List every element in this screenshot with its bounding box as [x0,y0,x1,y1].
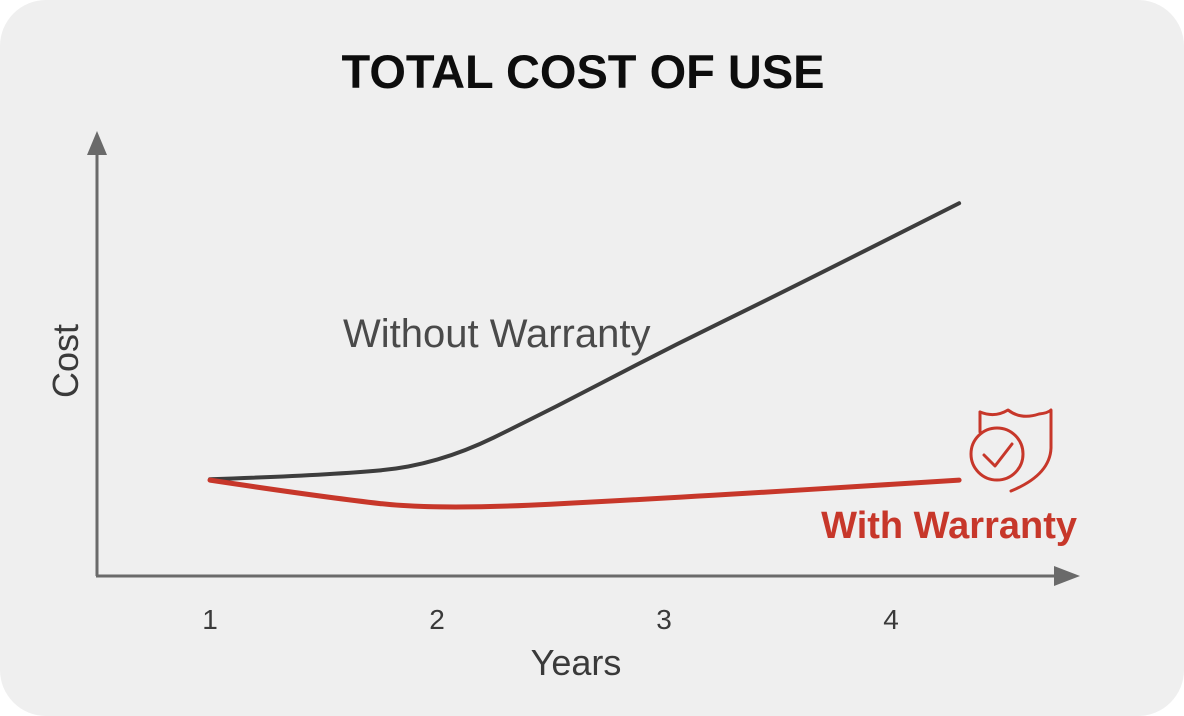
x-tick-label: 4 [883,604,899,635]
y-axis-label: Cost [45,324,86,398]
x-tick-label: 3 [656,604,672,635]
series-label-without-warranty: Without Warranty [343,312,650,356]
x-tick-label: 2 [429,604,445,635]
chart-title: TOTAL COST OF USE [341,45,824,98]
series-line-with-warranty [207,477,962,510]
shield-check-icon [969,408,1053,493]
x-axis-label: Years [531,642,622,683]
x-tick-labels: 1 2 3 4 [202,604,899,635]
x-tick-label: 1 [202,604,218,635]
series-label-with-warranty: With Warranty [821,505,1077,547]
series-line-without-warranty [208,201,962,482]
x-axis-arrow [1054,566,1080,586]
y-axis-arrow [87,131,107,155]
series-lines [207,201,962,510]
